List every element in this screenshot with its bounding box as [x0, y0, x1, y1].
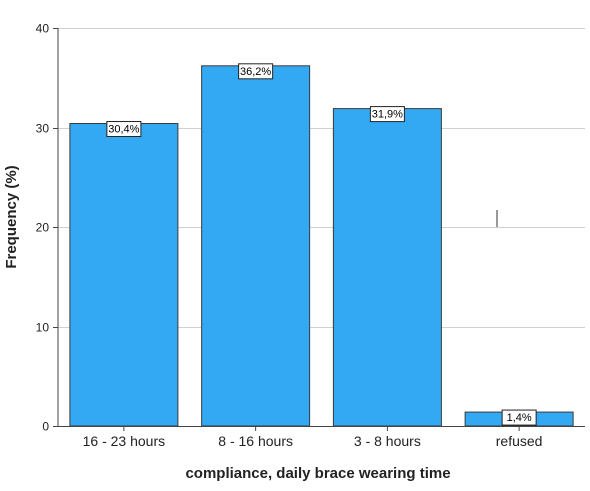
- bars: [69, 65, 574, 427]
- data-label: 1,4%: [507, 412, 532, 424]
- data-label: 36,2%: [240, 66, 271, 78]
- data-label-box: [106, 121, 142, 138]
- data-labels: 30,4% 36,2% 31,9% 1,4%: [106, 63, 537, 426]
- y-tick-label: 0: [42, 420, 49, 434]
- x-axis-title: compliance, daily brace wearing time: [185, 465, 450, 482]
- x-tick-label: 8 - 16 hours: [218, 433, 293, 449]
- x-tick-label: 3 - 8 hours: [354, 433, 421, 449]
- data-label: 31,9%: [372, 109, 403, 121]
- y-axis-ticks: 0 10 20 30 40: [36, 22, 58, 434]
- y-tick-label: 30: [36, 122, 50, 136]
- bar: [201, 65, 311, 427]
- y-tick-label: 10: [36, 321, 50, 335]
- bar: [69, 123, 179, 427]
- x-tick-label: 16 - 23 hours: [83, 433, 166, 449]
- data-label-box: [238, 63, 274, 80]
- y-axis-title: Frequency (%): [3, 165, 20, 268]
- y-tick-label: 40: [36, 22, 50, 36]
- bar: [332, 108, 442, 427]
- x-axis-ticks: 16 - 23 hours 8 - 16 hours 3 - 8 hours refu…: [83, 426, 543, 449]
- data-label-box: [369, 106, 405, 123]
- x-tick-label: refused: [496, 433, 543, 449]
- y-tick-label: 20: [36, 221, 50, 235]
- data-label-box: [501, 409, 537, 426]
- data-label: 30,4%: [108, 124, 139, 136]
